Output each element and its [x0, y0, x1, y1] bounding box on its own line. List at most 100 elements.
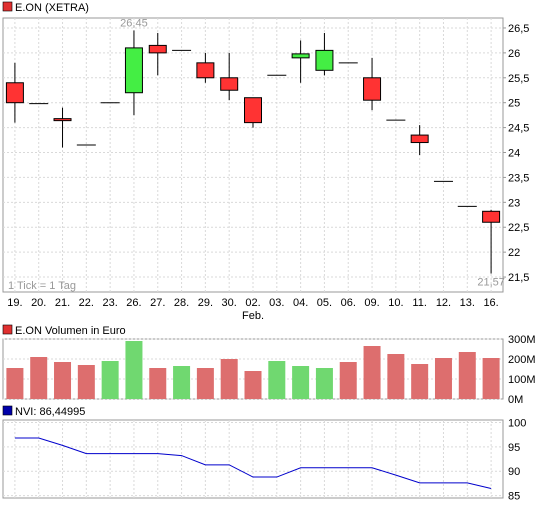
- candle-body: [291, 53, 310, 59]
- price-y-tick-label: 23,5: [508, 172, 529, 184]
- candle-body: [196, 62, 215, 79]
- candle-16: [482, 209, 501, 274]
- nvi-y-tick-label: 85: [508, 491, 520, 503]
- candle-27: [148, 32, 167, 76]
- candle-02: [244, 97, 262, 128]
- tick-note: 1 Tick = 1 Tag: [8, 280, 76, 292]
- x-tick-label: 04.: [293, 297, 308, 309]
- volume-bar: [482, 358, 500, 399]
- price-y-tick-label: 25: [508, 98, 520, 110]
- x-tick-label: 11.: [412, 297, 426, 309]
- candle-09: [363, 57, 382, 111]
- price-candles: [5, 30, 501, 274]
- candle-04: [291, 40, 310, 83]
- price-high-label: 26,45: [120, 17, 148, 29]
- x-tick-label: 27.: [150, 297, 165, 309]
- x-tick-label: 09.: [364, 297, 379, 309]
- nvi-grid: [3, 420, 503, 498]
- x-tick-label: 30.: [222, 297, 237, 309]
- x-tick-label: 23.: [102, 297, 117, 309]
- volume-bar: [387, 354, 405, 399]
- price-grid: [3, 18, 503, 292]
- price-low-label: 21,57: [477, 277, 505, 289]
- x-axis-month-label: Feb.: [242, 310, 264, 322]
- volume-bar: [434, 358, 452, 399]
- candle-05: [315, 32, 334, 76]
- candle-body: [53, 118, 72, 122]
- candle-21: [53, 107, 72, 148]
- x-tick-label: 26.: [126, 297, 141, 309]
- price-y-tick-label: 24: [508, 148, 520, 160]
- candle-body: [315, 49, 334, 71]
- candle-body: [363, 77, 382, 101]
- volume-bar: [196, 368, 214, 399]
- price-y-tick-label: 21,5: [508, 272, 529, 284]
- volume-bar: [54, 362, 72, 399]
- candle-body: [410, 134, 429, 144]
- volume-y-tick-label: 0M: [508, 394, 523, 406]
- price-y-tick-label: 22,5: [508, 222, 529, 234]
- candle-body: [220, 77, 239, 91]
- price-y-tick-label: 23: [508, 197, 520, 209]
- x-tick-label: 20.: [31, 297, 46, 309]
- volume-bar: [315, 368, 333, 399]
- candle-body: [244, 97, 262, 124]
- nvi-series-line: [14, 437, 492, 489]
- candle-30: [220, 52, 239, 101]
- x-tick-label: 06.: [341, 297, 356, 309]
- nvi-plot-frame: [2, 419, 504, 499]
- nvi-y-axis: 85 90 95 100: [508, 417, 526, 502]
- volume-bar: [292, 366, 310, 399]
- x-tick-label: 16.: [483, 297, 498, 309]
- volume-bar: [173, 366, 191, 399]
- price-legend-swatch: [2, 1, 13, 12]
- price-y-axis: 21,5 22 22,5 23 23,5 24 24,5 25 25,5 26 26,5: [503, 23, 529, 284]
- x-axis: 19. 20. 21. 22. 23. 26. 27. 28. 29. 30. 02. 03. 04. 0…: [7, 297, 498, 309]
- volume-bar: [30, 357, 48, 399]
- nvi-title: NVI: 86,44995: [15, 406, 85, 418]
- volume-bar: [220, 359, 238, 399]
- volume-bar: [268, 361, 286, 399]
- x-tick-label: 10.: [388, 297, 403, 309]
- price-y-tick-label: 26,5: [508, 23, 529, 35]
- volume-bar: [411, 364, 429, 399]
- x-tick-label: 13.: [460, 297, 475, 309]
- volume-bar: [101, 361, 119, 399]
- candle-body: [124, 47, 143, 94]
- volume-legend-swatch: [2, 324, 13, 335]
- nvi-legend-swatch: [2, 405, 13, 416]
- price-title: E.ON (XETRA): [15, 2, 89, 14]
- x-tick-label: 19.: [7, 297, 22, 309]
- x-tick-label: 21.: [55, 297, 70, 309]
- x-tick-label: 12.: [436, 297, 451, 309]
- candle-11: [410, 125, 429, 155]
- candle-26: [124, 30, 143, 116]
- volume-y-tick-label: 100M: [508, 374, 536, 386]
- x-tick-label: 28.: [174, 297, 189, 309]
- nvi-y-tick-label: 90: [508, 466, 520, 478]
- volume-bar: [77, 365, 95, 399]
- price-y-tick-label: 25,5: [508, 73, 529, 85]
- x-tick-label: 05.: [317, 297, 332, 309]
- x-tick-label: 02.: [245, 297, 260, 309]
- price-panel: E.ON (XETRA) 21,5 22 22,5 23 23,5 24 24,5 25 25,…: [2, 1, 529, 322]
- volume-bar: [244, 371, 262, 399]
- candle-body: [482, 210, 501, 223]
- price-y-tick-label: 26: [508, 48, 520, 60]
- volume-y-tick-label: 300M: [508, 334, 536, 346]
- volume-y-axis: 0M 100M 200M 300M: [508, 334, 536, 406]
- candle-body: [148, 44, 167, 54]
- x-tick-label: 22.: [79, 297, 94, 309]
- volume-bars: [6, 341, 500, 399]
- volume-bar: [125, 341, 143, 399]
- nvi-y-tick-label: 95: [508, 442, 520, 454]
- volume-bar: [363, 346, 381, 399]
- nvi-panel: NVI: 86,44995 85 90 95 100: [2, 405, 526, 503]
- candle-19: [5, 62, 24, 123]
- volume-y-tick-label: 200M: [508, 354, 536, 366]
- candle-body: [5, 82, 24, 104]
- candle-29: [196, 52, 215, 83]
- price-y-tick-label: 24,5: [508, 123, 529, 135]
- volume-bar: [458, 352, 476, 399]
